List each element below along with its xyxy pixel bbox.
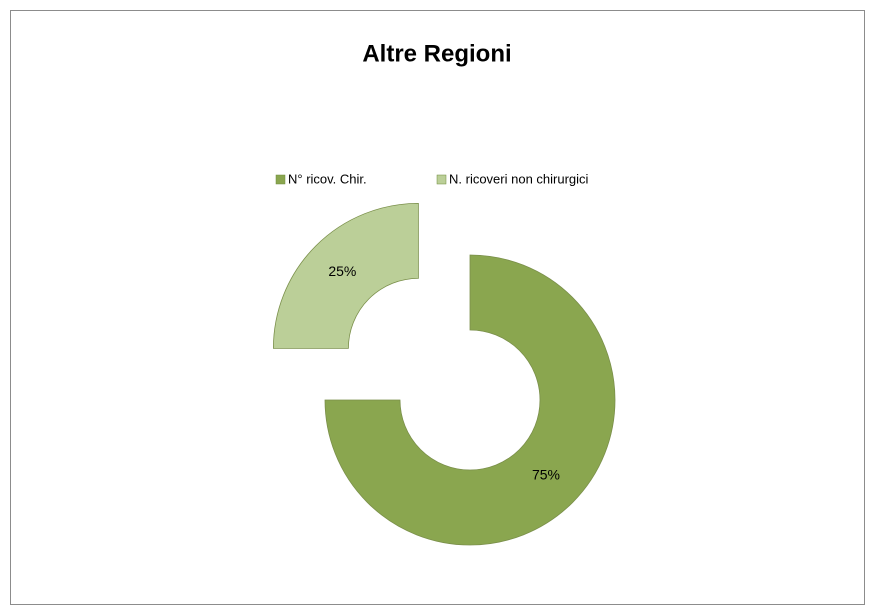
legend-swatch [436,174,447,185]
chart-title: Altre Regioni [362,40,511,67]
data-label: 25% [328,263,356,279]
legend-label: N° ricov. Chir. [288,171,367,186]
donut-slice [324,254,616,546]
donut-slice [272,202,419,349]
legend-swatch [275,174,286,185]
legend-label: N. ricoveri non chirurgici [449,171,589,186]
data-label: 75% [532,467,560,483]
